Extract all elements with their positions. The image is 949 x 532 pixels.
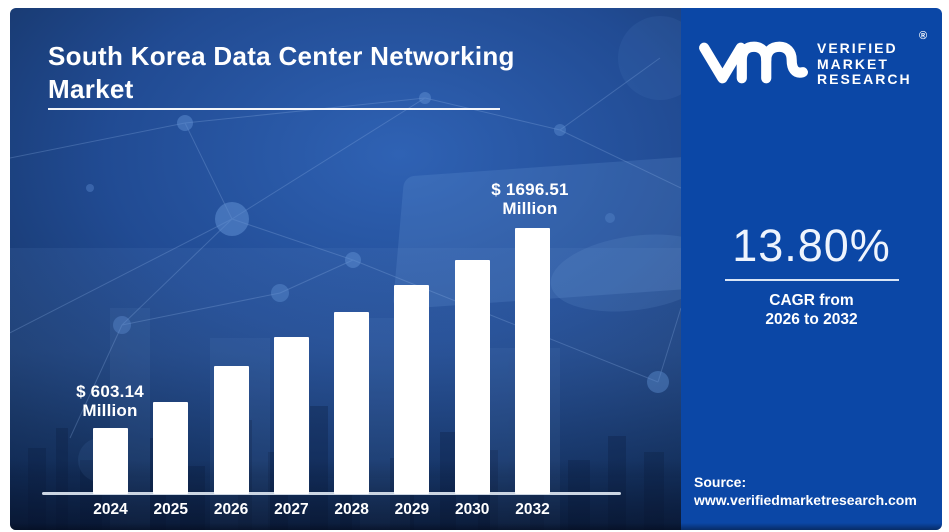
bar-2028: 2028 [334,312,370,518]
x-axis-label-2026: 2026 [213,501,249,518]
page-title: South Korea Data Center Networking Marke… [48,40,608,106]
bar-2026: 2026 [213,366,249,518]
x-axis-label-2024: 2024 [93,501,128,518]
bar-2030: 2030 [454,260,490,518]
vmr-logo-monogram-icon [699,41,808,84]
brand-line-verified: VERIFIED [817,40,898,56]
title-underline [48,108,500,110]
source-label: Source: [694,474,747,490]
bar-2032: 2032 [514,228,550,518]
data-label-2024-value: $ 603.14 [76,382,144,401]
cagr-divider [725,279,899,281]
bar-2029: 2029 [394,285,430,518]
page-title-line2: Market [48,74,134,104]
x-axis-label-2032: 2032 [515,501,550,518]
source-block: Source: www.verifiedmarketresearch.com [694,474,917,509]
brand-line-market: MARKET [817,55,889,72]
network-decoration [10,16,681,482]
cagr-caption-line2: 2026 to 2032 [765,311,858,328]
x-axis-label-2025: 2025 [153,501,189,518]
bar-chart: 2024 2025 2026 2027 2028 2029 2030 2032 [93,228,550,518]
page-title-line1: South Korea Data Center Networking [48,41,515,71]
brand-line-research: RESEARCH [817,71,912,87]
cagr-caption: CAGR from 2026 to 2032 [681,291,942,329]
infographic-card: South Korea Data Center Networking Marke… [10,8,942,530]
source-url: www.verifiedmarketresearch.com [694,491,917,508]
data-label-2032: $ 1696.51 Million [460,180,600,218]
bar-2024: 2024 [93,428,128,518]
x-axis-label-2030: 2030 [454,501,490,518]
bar-2025: 2025 [153,402,189,518]
card-bottom-strip [10,523,942,530]
data-label-2024: $ 603.14 Million [40,382,180,420]
chart-panel: South Korea Data Center Networking Marke… [10,8,725,530]
bar-2027: 2027 [273,337,309,518]
cagr-value: 13.80% [732,220,891,271]
data-label-2024-unit: Million [82,401,138,420]
data-label-2032-unit: Million [502,199,558,218]
data-label-2032-value: $ 1696.51 [491,180,569,199]
cagr-caption-line1: CAGR from [769,292,854,309]
brand-panel: VERIFIED MARKET RESEARCH ® 13.80% CAGR f… [681,8,942,530]
x-axis-label-2027: 2027 [274,501,309,518]
x-axis-line [42,492,621,495]
brand-wordmark: VERIFIED MARKET RESEARCH [817,40,912,88]
registered-trademark-icon: ® [919,30,928,42]
x-axis-label-2028: 2028 [334,501,369,518]
x-axis-label-2029: 2029 [394,501,430,518]
